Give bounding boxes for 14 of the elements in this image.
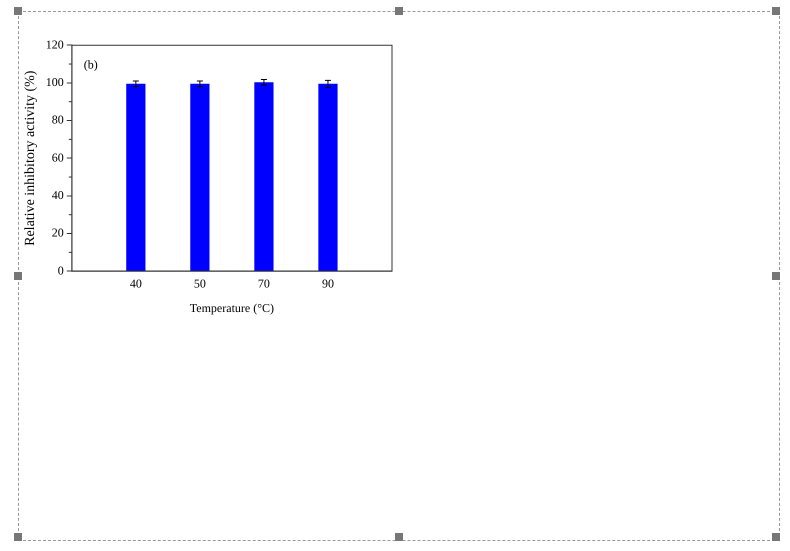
y-axis-title: Relative inhibitory activity (%) — [23, 70, 38, 246]
y-tick-label: 120 — [46, 37, 64, 52]
x-tick-label: 50 — [194, 276, 206, 291]
y-tick-label: 40 — [52, 188, 64, 202]
x-axis-title: Temperature (°C) — [190, 300, 274, 315]
y-tick-label: 100 — [46, 75, 64, 90]
annotation: (b) — [84, 57, 98, 72]
y-tick-label: 20 — [52, 226, 64, 240]
x-tick-label: 70 — [258, 276, 270, 291]
y-tick-label: 0 — [58, 263, 64, 278]
x-tick-label: 90 — [322, 276, 334, 291]
y-tick-label: 80 — [52, 112, 64, 127]
x-tick-label: 40 — [130, 276, 142, 291]
y-tick-label: 60 — [52, 150, 64, 164]
